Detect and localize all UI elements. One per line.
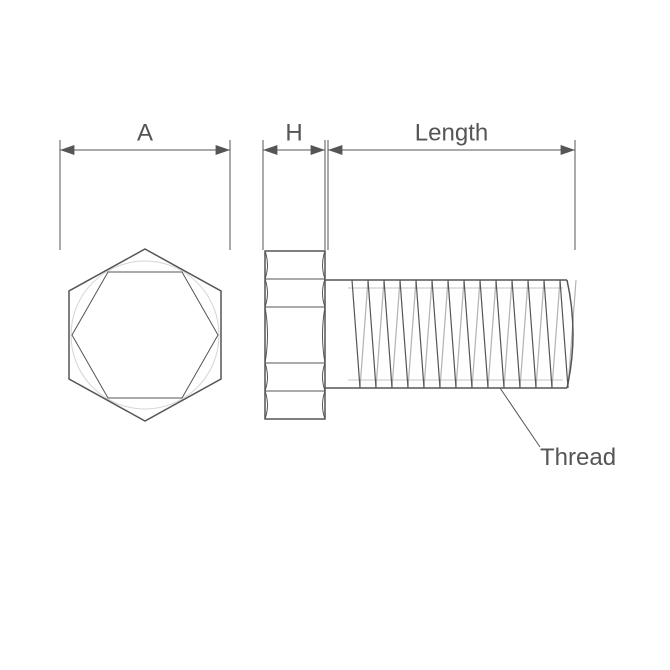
bolt-diagram: A H Length Thread <box>0 0 670 670</box>
hex-head-front <box>69 249 221 421</box>
dim-label: A <box>137 119 153 146</box>
hex-head-side <box>265 251 325 419</box>
thread-label: Thread <box>540 444 616 471</box>
thread-leader <box>500 388 540 447</box>
dim-label: H <box>285 119 302 146</box>
dim-label: Length <box>415 119 488 146</box>
hex-head-chamfer-outline <box>72 272 218 398</box>
